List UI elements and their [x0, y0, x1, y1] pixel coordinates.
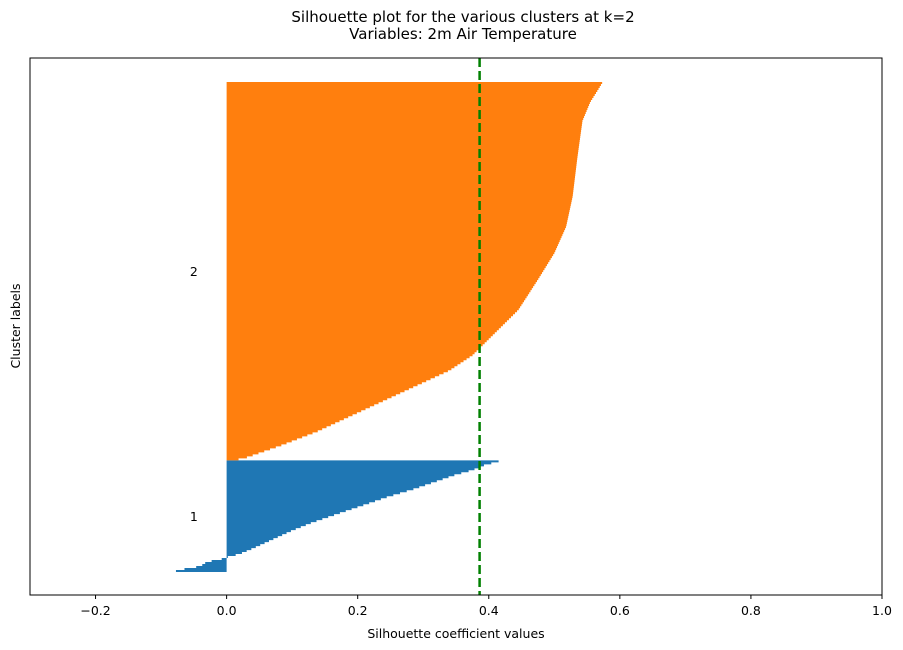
x-tick-label: 0.0	[217, 603, 237, 618]
x-tick-label: −0.2	[80, 603, 110, 618]
x-tick-label: 0.6	[610, 603, 630, 618]
x-axis-label: Silhouette coefficient values	[367, 626, 544, 641]
x-tick-label: 0.4	[479, 603, 499, 618]
plot-frame	[29, 57, 883, 596]
x-tick-label: 0.2	[348, 603, 368, 618]
x-axis-ticks: −0.2 0.0 0.2 0.4 0.6 0.8 1.0	[80, 595, 892, 618]
x-tick-label: 1.0	[872, 603, 892, 618]
cluster-label-2: 2	[190, 264, 198, 279]
x-tick-label: 0.8	[741, 603, 761, 618]
plot-area: 12	[168, 58, 603, 595]
cluster-label-1: 1	[190, 509, 198, 524]
chart-subtitle: Variables: 2m Air Temperature	[349, 25, 577, 43]
y-axis-label: Cluster labels	[8, 283, 23, 368]
silhouette-band-cluster-1	[168, 460, 499, 572]
silhouette-band-cluster-2	[226, 82, 603, 461]
chart-title: Silhouette plot for the various clusters…	[291, 8, 634, 26]
